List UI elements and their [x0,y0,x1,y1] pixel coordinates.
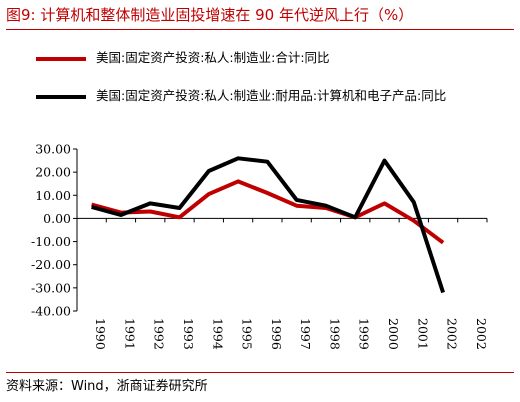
x-tick-label: 1994 [210,318,225,350]
x-tick-label: 1997 [298,318,313,350]
y-tick-label: -20.00 [31,257,71,272]
y-tick-label: 0.00 [43,211,71,226]
legend-item-series-1: 美国:固定资产投资:私人:制造业:合计:同比 [36,48,506,72]
x-tick-label: 2002 [445,318,460,350]
y-tick-label: -40.00 [31,304,71,319]
source-note: 资料来源：Wind，浙商证券研究所 [6,379,208,394]
x-tick-label: 1991 [122,318,137,350]
series-line-2 [91,156,446,294]
title-divider [6,29,514,30]
x-tick-label: 2001 [415,318,430,350]
x-tick-label: 2002 [474,318,489,350]
y-tick-label: 30.00 [35,142,71,157]
chart-title: 图9: 计算机和整体制造业固投增速在 90 年代逆风上行（%） [6,6,414,24]
source-divider [6,372,514,373]
x-tick-label: 1996 [269,318,284,350]
x-tick-label: 1995 [240,318,255,350]
x-tick-label: 1998 [327,318,342,350]
x-tick-label: 1990 [93,318,108,350]
y-tick-label: 20.00 [35,165,71,180]
x-tick-label: 1992 [152,318,167,350]
line-chart: 30.00 20.00 10.00 0.00 -10.00 -20.00 -30.00 -40… [31,142,489,350]
y-tick-label: 10.00 [35,188,71,203]
legend-swatch-series-2 [36,95,86,99]
series-line-1 [91,179,445,245]
x-tick-label: 2000 [386,318,401,350]
legend-item-series-2: 美国:固定资产投资:私人:制造业:耐用品:计算机和电子产品:同比 [36,86,506,106]
legend-label-series-1: 美国:固定资产投资:私人:制造业:合计:同比 [96,50,330,65]
y-tick-label: -10.00 [31,234,71,249]
legend-swatch-series-1 [36,57,86,61]
x-tick-label: 1993 [181,318,196,350]
x-tick-label: 1999 [357,318,372,350]
y-tick-label: -30.00 [31,280,71,295]
legend: 美国:固定资产投资:私人:制造业:合计:同比 美国:固定资产投资:私人:制造业:… [36,48,506,106]
legend-label-series-2: 美国:固定资产投资:私人:制造业:耐用品:计算机和电子产品:同比 [96,88,447,103]
